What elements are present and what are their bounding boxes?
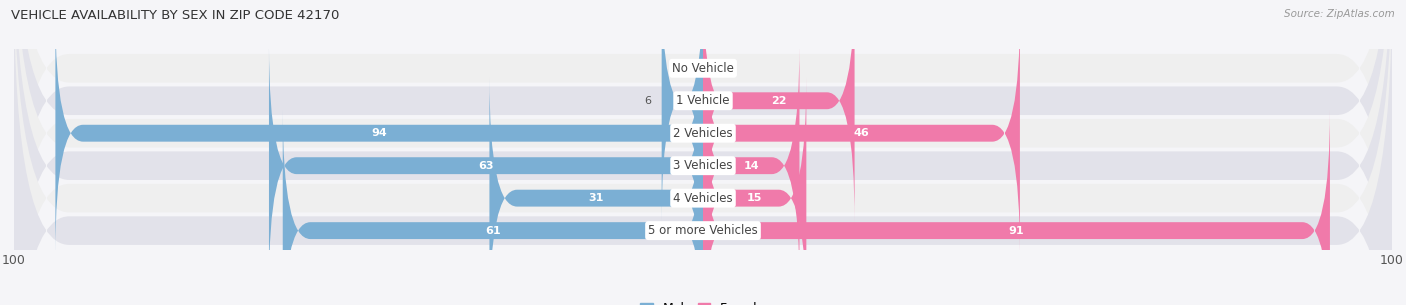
Text: 94: 94 bbox=[371, 128, 387, 138]
FancyBboxPatch shape bbox=[703, 109, 1330, 305]
FancyBboxPatch shape bbox=[703, 44, 800, 287]
Text: 15: 15 bbox=[747, 193, 762, 203]
Text: 61: 61 bbox=[485, 226, 501, 236]
Text: 14: 14 bbox=[744, 161, 759, 171]
Text: 46: 46 bbox=[853, 128, 869, 138]
FancyBboxPatch shape bbox=[14, 0, 1392, 305]
FancyBboxPatch shape bbox=[14, 0, 1392, 305]
FancyBboxPatch shape bbox=[55, 12, 703, 255]
FancyBboxPatch shape bbox=[703, 0, 855, 222]
Text: VEHICLE AVAILABILITY BY SEX IN ZIP CODE 42170: VEHICLE AVAILABILITY BY SEX IN ZIP CODE … bbox=[11, 9, 340, 22]
Text: 2 Vehicles: 2 Vehicles bbox=[673, 127, 733, 140]
Text: Source: ZipAtlas.com: Source: ZipAtlas.com bbox=[1284, 9, 1395, 19]
FancyBboxPatch shape bbox=[14, 0, 1392, 305]
FancyBboxPatch shape bbox=[703, 77, 807, 305]
FancyBboxPatch shape bbox=[662, 0, 703, 222]
FancyBboxPatch shape bbox=[14, 0, 1392, 305]
Text: 4 Vehicles: 4 Vehicles bbox=[673, 192, 733, 205]
Text: 31: 31 bbox=[589, 193, 605, 203]
Text: 3 Vehicles: 3 Vehicles bbox=[673, 159, 733, 172]
FancyBboxPatch shape bbox=[14, 0, 1392, 305]
FancyBboxPatch shape bbox=[14, 0, 1392, 305]
Text: 1 Vehicle: 1 Vehicle bbox=[676, 94, 730, 107]
Text: 91: 91 bbox=[1008, 226, 1025, 236]
Text: 63: 63 bbox=[478, 161, 494, 171]
Text: 22: 22 bbox=[770, 96, 786, 106]
FancyBboxPatch shape bbox=[269, 44, 703, 287]
Text: 0: 0 bbox=[713, 63, 720, 73]
Text: 0: 0 bbox=[686, 63, 693, 73]
Text: No Vehicle: No Vehicle bbox=[672, 62, 734, 75]
FancyBboxPatch shape bbox=[489, 77, 703, 305]
Text: 5 or more Vehicles: 5 or more Vehicles bbox=[648, 224, 758, 237]
FancyBboxPatch shape bbox=[283, 109, 703, 305]
Text: 6: 6 bbox=[644, 96, 651, 106]
FancyBboxPatch shape bbox=[703, 12, 1019, 255]
Legend: Male, Female: Male, Female bbox=[636, 297, 770, 305]
